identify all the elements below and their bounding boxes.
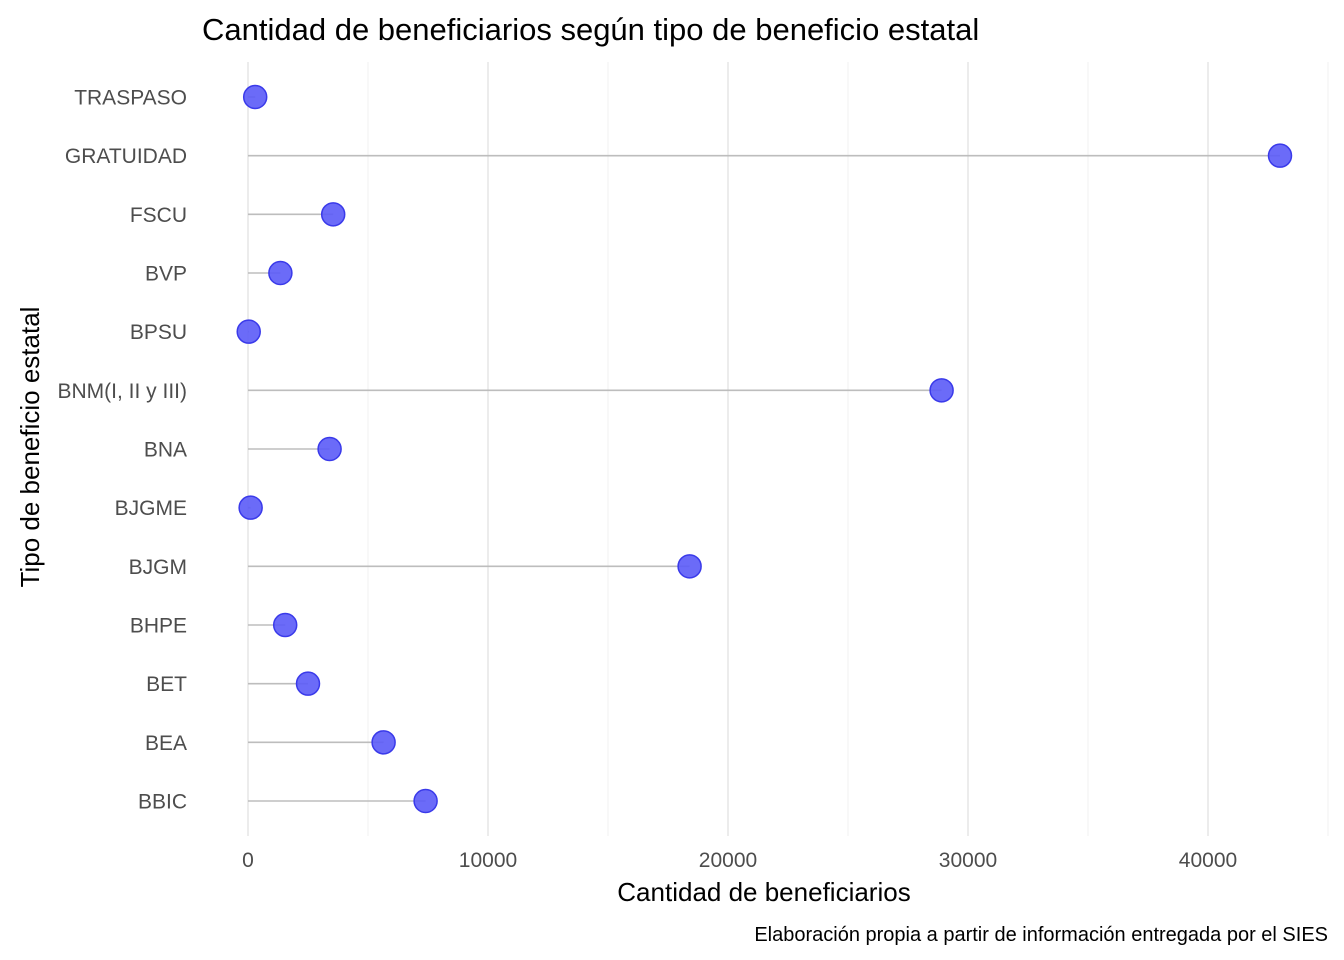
lollipop-point [268,260,293,286]
x-tick-label: 40000 [1179,849,1237,872]
y-tick-label: BHPE [130,615,187,638]
dot-layer [236,84,1293,814]
stem-layer [248,96,1280,802]
grid-layer [247,62,1329,836]
chart-caption: Elaboración propia a partir de informaci… [754,924,1328,946]
lollipop-point [371,730,396,755]
x-tick-label: 10000 [459,849,517,872]
y-tick-label: BBIC [138,791,187,814]
y-tick-label: TRASPASO [74,87,187,110]
x-tick-label: 20000 [699,849,757,872]
lollipop-point [320,202,346,227]
x-axis-title: Cantidad de beneficiarios [617,877,910,907]
chart-title: Cantidad de beneficiarios según tipo de … [202,12,979,47]
y-tick-label: BNM(I, II y III) [58,380,188,403]
lollipop-point [236,319,261,344]
y-tick-label: BVP [145,263,187,286]
lollipop-point [295,671,321,696]
x-tick-labels: 0 10000 20000 30000 40000 [242,849,1237,872]
lollipop-point [238,495,263,520]
lollipop-point [242,84,268,110]
x-tick-label: 0 [242,849,254,872]
y-tick-label: FSCU [130,204,187,227]
lollipop-point [1267,143,1293,168]
y-tick-label: BET [146,673,187,696]
y-tick-label: BJGM [129,556,187,579]
lollipop-point [929,378,954,403]
lollipop-point [677,554,702,579]
y-tick-label: BEA [145,732,187,755]
lollipop-point [317,436,342,462]
y-axis-title: Tipo de beneficio estatal [15,307,45,588]
y-tick-label: BNA [144,439,187,462]
y-tick-labels: TRASPASO GRATUIDAD FSCU BVP BPSU BNM(I, II y … [58,87,188,814]
x-tick-label: 30000 [939,849,997,872]
lollipop-point [272,612,298,638]
y-tick-label: BPSU [130,321,187,344]
y-tick-label: BJGME [115,497,187,520]
lollipop-point [413,788,438,814]
y-tick-label: GRATUIDAD [65,145,187,168]
